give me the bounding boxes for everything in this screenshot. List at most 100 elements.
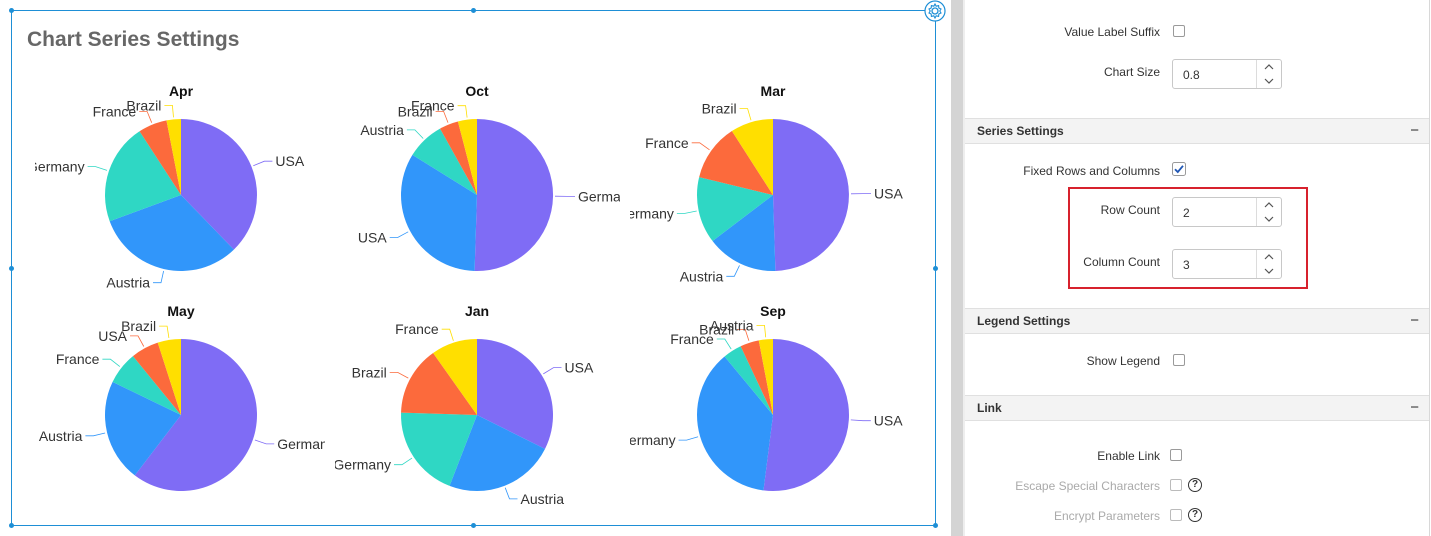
leader-line — [164, 105, 174, 118]
pie-slice[interactable] — [166, 119, 181, 195]
slice-label: Brazil — [121, 318, 156, 334]
slice-label: USA — [98, 328, 127, 344]
pie-slice[interactable] — [139, 120, 181, 195]
collapse-icon[interactable]: − — [1410, 122, 1419, 139]
slice-label: Germany — [333, 457, 391, 473]
pie-title: Mar — [761, 83, 786, 99]
pie-title: Oct — [465, 83, 489, 99]
leader-line — [737, 329, 750, 341]
resize-handle-bottom-right[interactable] — [933, 523, 938, 528]
highlight-box — [1068, 187, 1308, 289]
pie-chart-jan: USA Austria Germany Brazil France — [333, 321, 594, 507]
pie-slice[interactable] — [763, 339, 850, 492]
collapse-icon[interactable]: − — [1410, 312, 1419, 329]
slice-label: Brazil — [702, 101, 737, 117]
slice-label: France — [93, 104, 137, 120]
resize-handle-top-left[interactable] — [9, 8, 14, 13]
pie-slice[interactable] — [157, 339, 181, 415]
pie-slice[interactable] — [773, 119, 849, 271]
chart-size-input[interactable]: 0.8 — [1172, 59, 1282, 89]
pie-slice[interactable] — [132, 342, 181, 415]
legend-settings-header[interactable]: Legend Settings − — [965, 308, 1429, 334]
chart-size-down-button[interactable] — [1257, 74, 1281, 88]
pie-slice[interactable] — [412, 128, 477, 195]
leader-line — [739, 108, 752, 121]
link-title: Link — [977, 401, 1002, 415]
pie-slice[interactable] — [401, 412, 477, 486]
value-label-suffix-checkbox[interactable] — [1173, 25, 1185, 37]
pie-slice[interactable] — [401, 352, 477, 415]
pie-slice[interactable] — [109, 195, 234, 271]
link-header[interactable]: Link − — [965, 395, 1429, 421]
resize-handle-right[interactable] — [933, 266, 938, 271]
resize-handle-bottom-left[interactable] — [9, 523, 14, 528]
enable-link-checkbox[interactable] — [1170, 449, 1182, 461]
pie-slice[interactable] — [724, 346, 773, 415]
help-icon[interactable]: ? — [1188, 478, 1202, 492]
pie-slice[interactable] — [433, 339, 477, 415]
pie-slice[interactable] — [474, 118, 554, 271]
pie-slice[interactable] — [740, 340, 773, 415]
column-count-up-button[interactable] — [1257, 250, 1281, 264]
resize-handle-top[interactable] — [471, 8, 476, 13]
slice-label: Germany — [27, 159, 85, 175]
legend-settings-title: Legend Settings — [977, 314, 1071, 328]
pie-slice[interactable] — [112, 356, 181, 415]
encrypt-parameters-checkbox[interactable] — [1170, 509, 1182, 521]
slice-label: Germany — [277, 436, 335, 452]
pie-slice[interactable] — [449, 415, 546, 492]
slice-label: Brazil — [352, 364, 387, 380]
pie-slice[interactable] — [758, 339, 773, 415]
help-icon[interactable]: ? — [1188, 508, 1202, 522]
leader-line — [389, 231, 409, 238]
leader-line — [504, 487, 518, 500]
leader-line — [85, 432, 106, 437]
leader-line — [457, 105, 468, 118]
pie-slice[interactable] — [712, 195, 776, 271]
chart-size-up-button[interactable] — [1257, 60, 1281, 74]
widget-title: Chart Series Settings — [27, 28, 240, 51]
column-count-input[interactable]: 3 — [1172, 249, 1282, 279]
slice-label: USA — [358, 230, 387, 246]
resize-handle-bottom[interactable] — [471, 523, 476, 528]
leader-line — [254, 439, 275, 445]
pie-slice[interactable] — [134, 339, 258, 492]
column-count-label: Column Count — [1083, 255, 1160, 269]
gear-icon[interactable] — [924, 0, 946, 22]
column-count-down-button[interactable] — [1257, 264, 1281, 278]
slice-label: France — [670, 331, 714, 347]
leader-line — [678, 436, 699, 441]
escape-special-characters-checkbox[interactable] — [1170, 479, 1182, 491]
row-count-label: Row Count — [1100, 203, 1160, 217]
pie-title: Jan — [465, 303, 489, 319]
resize-handle-left[interactable] — [9, 266, 14, 271]
pie-slice[interactable] — [105, 381, 181, 476]
pie-slice[interactable] — [400, 154, 477, 271]
leader-line — [87, 166, 108, 171]
row-count-input[interactable]: 2 — [1172, 197, 1282, 227]
pie-slice[interactable] — [699, 131, 773, 195]
pie-slice[interactable] — [697, 356, 773, 491]
row-count-down-button[interactable] — [1257, 212, 1281, 226]
slice-label: USA — [874, 186, 903, 202]
pie-slice[interactable] — [181, 119, 257, 250]
series-settings-header[interactable]: Series Settings − — [965, 118, 1429, 144]
row-count-up-button[interactable] — [1257, 198, 1281, 212]
fixed-rows-columns-checkbox[interactable] — [1172, 162, 1186, 176]
pie-slice[interactable] — [731, 119, 773, 195]
leader-line — [716, 338, 732, 350]
pie-slice[interactable] — [696, 177, 773, 242]
series-settings-title: Series Settings — [977, 124, 1064, 138]
pie-slice[interactable] — [457, 119, 477, 195]
chart-size-value: 0.8 — [1183, 68, 1200, 82]
slice-label: Austria — [106, 275, 150, 291]
panel-splitter[interactable] — [951, 0, 963, 536]
leader-line — [756, 325, 767, 338]
pie-slice[interactable] — [105, 131, 181, 222]
collapse-icon[interactable]: − — [1410, 399, 1419, 416]
pie-slice[interactable] — [477, 339, 553, 449]
pie-slice[interactable] — [440, 121, 477, 195]
show-legend-checkbox[interactable] — [1173, 354, 1185, 366]
pie-title: Apr — [169, 83, 194, 99]
leader-line — [441, 328, 454, 341]
